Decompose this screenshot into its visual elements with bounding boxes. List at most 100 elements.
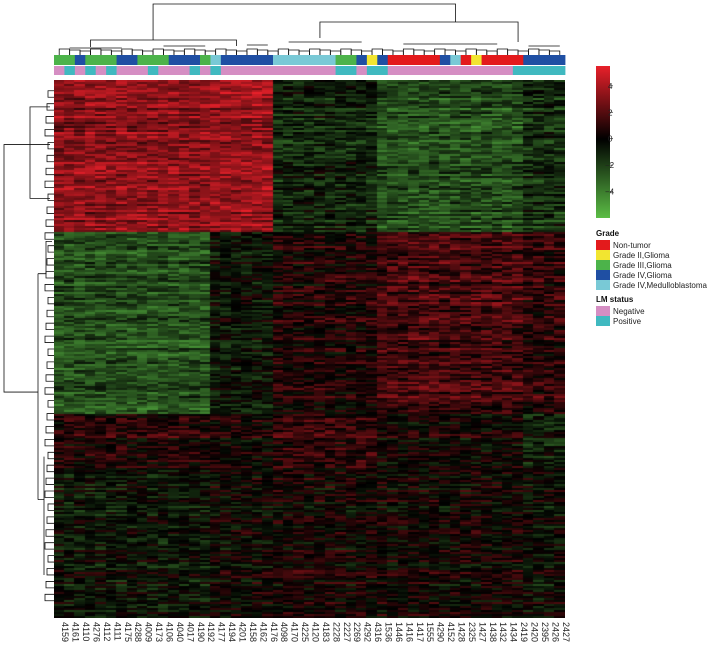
legend-swatch — [596, 240, 610, 250]
lm-cell-1446 — [387, 66, 399, 75]
grade-cell-4175 — [116, 55, 128, 65]
sample-label: 4192 — [206, 622, 216, 642]
heatmap-cells — [54, 80, 565, 618]
lm-cell-4175 — [116, 66, 128, 75]
lm-cell-4170 — [283, 66, 295, 75]
sample-label: 1536 — [384, 622, 394, 642]
legend-label: Positive — [613, 317, 642, 326]
grade-cell-4288 — [127, 55, 138, 65]
lm-cell-4152 — [439, 66, 451, 75]
lm-cell-4177 — [210, 66, 222, 75]
heatmap-matrix — [54, 80, 565, 618]
lm-cell-4225 — [293, 66, 305, 75]
sample-label: 1417 — [415, 622, 425, 642]
grade-cell-4276 — [85, 55, 97, 65]
legend-label: Grade III,Glioma — [613, 261, 672, 270]
color-scale-tick: 4 — [608, 82, 613, 91]
sample-label: 4120 — [311, 622, 321, 642]
grade-cell-4177 — [210, 55, 222, 65]
row-dendrogram — [3, 90, 54, 602]
sample-label: 4098 — [279, 622, 289, 642]
sample-label: 4162 — [258, 622, 268, 642]
grade-cell-1555 — [419, 55, 430, 65]
grade-cell-4152 — [439, 55, 451, 65]
grade-cell-4292 — [356, 55, 368, 65]
legend-label: Grade II,Glioma — [613, 251, 670, 260]
lm-cell-4120 — [304, 66, 316, 75]
grade-cell-1428 — [450, 55, 462, 65]
sample-label: 4170 — [290, 622, 300, 642]
legend-swatch — [596, 306, 610, 316]
grade-cell-2228 — [325, 55, 336, 65]
sample-label: 2426 — [550, 622, 560, 642]
lm-cell-4201 — [231, 66, 243, 75]
lm-cell-4173 — [147, 66, 159, 75]
grade-cell-4225 — [293, 55, 305, 65]
sample-label: 4177 — [217, 622, 227, 642]
legend-swatch — [596, 260, 610, 270]
sample-label: 4112 — [102, 622, 112, 641]
lm-cell-4009 — [137, 66, 149, 75]
grade-cell-2420 — [523, 55, 535, 65]
sample-label: 4183 — [321, 622, 331, 642]
grade-cell-1427 — [471, 55, 482, 65]
sample-label: 2325 — [467, 622, 477, 642]
lm-cell-4290 — [429, 66, 441, 75]
lm-cell-1417 — [408, 66, 420, 75]
sample-label: 2427 — [561, 622, 571, 642]
grade-cell-4176 — [262, 55, 274, 65]
sample-label: 1416 — [404, 622, 414, 642]
grade-cell-1434 — [502, 55, 514, 65]
grade-cell-2227 — [335, 55, 347, 65]
sample-label: 2228 — [331, 622, 341, 642]
grade-cell-2395 — [533, 55, 545, 65]
legend-swatch — [596, 270, 610, 280]
lm-cell-2419 — [512, 66, 524, 75]
sample-label: 4194 — [227, 622, 237, 642]
grade-cell-4159 — [54, 55, 65, 65]
lm-cell-4159 — [54, 66, 65, 75]
sample-label: 4201 — [238, 622, 248, 642]
lm-cell-4190 — [189, 66, 201, 75]
sample-label: 1427 — [477, 622, 487, 642]
sample-label: 4190 — [196, 622, 206, 642]
lm-cell-1432 — [492, 66, 503, 75]
grade-cell-4040 — [168, 55, 180, 65]
lm-cell-4017 — [179, 66, 190, 75]
grade-cell-4120 — [304, 55, 316, 65]
sample-label: 4111 — [112, 622, 122, 641]
color-scale-bar: 4 2 0 −2 −4 — [596, 66, 615, 218]
grade-cell-4192 — [200, 55, 211, 65]
grade-cell-4316 — [366, 55, 378, 65]
sample-label: 4225 — [300, 622, 310, 642]
sample-label: 1438 — [488, 622, 498, 642]
sample-label: 1434 — [509, 622, 519, 642]
grade-cell-4111 — [106, 55, 117, 65]
sample-label: 4292 — [363, 622, 373, 642]
grade-cell-2325 — [460, 55, 472, 65]
legend-swatch — [596, 280, 610, 290]
lm-cell-4194 — [220, 66, 232, 75]
grade-cell-4106 — [158, 55, 170, 65]
lm-legend-title: LM status — [596, 295, 634, 304]
sample-label: 2419 — [519, 622, 529, 642]
lm-cell-4040 — [168, 66, 180, 75]
lm-cell-4276 — [85, 66, 97, 75]
lm-cell-2269 — [346, 66, 357, 75]
lm-cell-2395 — [533, 66, 545, 75]
color-scale-tick: 2 — [608, 108, 613, 117]
sample-label: 1555 — [425, 622, 435, 642]
lm-cell-4098 — [273, 66, 284, 75]
lm-cell-2227 — [335, 66, 347, 75]
lm-status-annotation-bar — [54, 66, 566, 75]
lm-cell-2325 — [460, 66, 472, 75]
sample-label: 4161 — [71, 622, 81, 642]
sample-label: 4316 — [373, 622, 383, 642]
lm-cell-4110 — [74, 66, 86, 75]
grade-cell-2269 — [346, 55, 357, 65]
sample-label: 4159 — [60, 622, 70, 642]
lm-cell-4158 — [241, 66, 253, 75]
sample-labels: 4159 4161 4110 4276 4112 4111 4175 4288 4009 4173… — [60, 622, 571, 642]
sample-label: 4110 — [81, 622, 91, 641]
